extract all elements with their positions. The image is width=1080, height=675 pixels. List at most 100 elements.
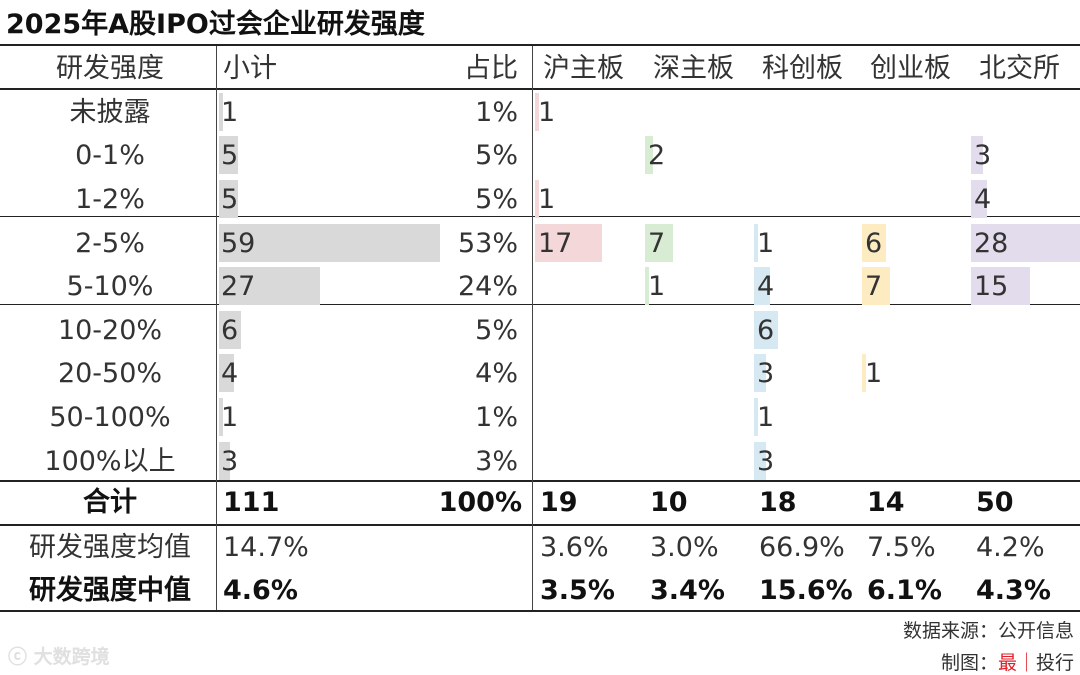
board-bar bbox=[754, 223, 758, 262]
rule-bottom bbox=[0, 610, 1080, 612]
rule-header-bottom bbox=[0, 88, 1080, 90]
subtotal-bar bbox=[219, 180, 238, 218]
subtotal-value: 5 bbox=[221, 140, 239, 172]
rule-total-bottom bbox=[0, 524, 1080, 526]
board-bar bbox=[645, 223, 673, 262]
row-label: 100%以上 bbox=[44, 445, 176, 477]
median-label: 研发强度中值 bbox=[29, 575, 191, 606]
board-bar bbox=[862, 354, 866, 393]
board-bar bbox=[535, 92, 539, 131]
total-board: 14 bbox=[867, 487, 905, 518]
board-value: 17 bbox=[538, 227, 573, 259]
board-bar bbox=[754, 441, 766, 480]
board-value: 1 bbox=[757, 402, 775, 433]
subtotal-value: 59 bbox=[221, 227, 256, 259]
board-bar bbox=[535, 180, 539, 218]
share-value: 1% bbox=[475, 96, 518, 128]
rule-total-top bbox=[0, 480, 1080, 482]
row-label: 未披露 bbox=[69, 96, 151, 128]
share-value: 5% bbox=[475, 140, 518, 172]
board-bar bbox=[754, 267, 770, 306]
row-label: 10-20% bbox=[57, 314, 163, 346]
subtotal-bar bbox=[219, 398, 223, 436]
share-value: 53% bbox=[457, 227, 518, 259]
watermark-logo: ⓒ 大数跨境 bbox=[8, 646, 110, 668]
mean-subtotal: 14.7% bbox=[223, 532, 309, 563]
share-value: 24% bbox=[457, 271, 518, 303]
row-label: 20-50% bbox=[57, 358, 163, 390]
board-bar bbox=[862, 267, 890, 306]
header-board-3: 创业板 bbox=[870, 53, 951, 84]
mean-board: 3.0% bbox=[650, 532, 719, 563]
board-value: 7 bbox=[648, 227, 666, 259]
board-value: 3 bbox=[974, 140, 992, 172]
board-bar bbox=[971, 267, 1030, 306]
board-value: 3 bbox=[757, 445, 775, 477]
mean-board: 66.9% bbox=[759, 532, 845, 563]
subtotal-value: 6 bbox=[221, 314, 239, 346]
board-value: 4 bbox=[757, 271, 775, 303]
median-board: 3.5% bbox=[540, 575, 615, 606]
board-value: 3 bbox=[757, 358, 775, 390]
credit-suffix: 投行 bbox=[1035, 652, 1074, 674]
watermark-text: 大数跨境 bbox=[33, 646, 110, 668]
header-board-4: 北交所 bbox=[979, 53, 1060, 84]
chart-credit: 制图：最｜投行 bbox=[941, 648, 1074, 675]
board-bar bbox=[971, 223, 1080, 262]
board-value: 15 bbox=[974, 271, 1009, 303]
board-value: 7 bbox=[865, 271, 883, 303]
row-label: 1-2% bbox=[75, 184, 145, 215]
row-label: 50-100% bbox=[49, 402, 171, 433]
median-board: 4.3% bbox=[976, 575, 1051, 606]
rule-group-1 bbox=[0, 216, 1080, 217]
subtotal-value: 4 bbox=[221, 358, 239, 390]
rule-header-top bbox=[0, 44, 1080, 46]
row-label: 2-5% bbox=[75, 227, 145, 259]
board-value: 6 bbox=[757, 314, 775, 346]
median-board: 15.6% bbox=[759, 575, 853, 606]
board-value: 1 bbox=[538, 184, 556, 215]
page-title: 2025年A股IPO过会企业研发强度 bbox=[6, 9, 425, 40]
column-divider-1 bbox=[216, 46, 217, 610]
median-board: 6.1% bbox=[867, 575, 942, 606]
board-bar bbox=[645, 136, 653, 175]
credit-accent: 最 bbox=[997, 652, 1017, 674]
subtotal-value: 27 bbox=[221, 271, 256, 303]
mean-label: 研发强度均值 bbox=[29, 532, 191, 563]
header-board-2: 科创板 bbox=[762, 53, 843, 84]
subtotal-bar bbox=[219, 441, 231, 480]
rule-group-2 bbox=[0, 304, 1080, 305]
row-label: 5-10% bbox=[66, 271, 154, 303]
header-board-0: 沪主板 bbox=[543, 53, 624, 84]
header-share: 占比 bbox=[464, 53, 518, 84]
median-subtotal: 4.6% bbox=[223, 575, 298, 606]
total-board: 18 bbox=[759, 487, 797, 518]
board-value: 6 bbox=[865, 227, 883, 259]
board-bar bbox=[754, 310, 778, 349]
subtotal-bar bbox=[219, 92, 223, 131]
credit-separator: ｜ bbox=[1016, 652, 1036, 674]
header-label: 研发强度 bbox=[56, 53, 164, 84]
subtotal-value: 1 bbox=[221, 402, 239, 433]
mean-board: 4.2% bbox=[976, 532, 1045, 563]
board-bar bbox=[535, 223, 602, 262]
board-value: 1 bbox=[865, 358, 883, 390]
row-label: 0-1% bbox=[75, 140, 145, 172]
subtotal-bar bbox=[219, 267, 321, 306]
mean-board: 7.5% bbox=[867, 532, 936, 563]
subtotal-value: 3 bbox=[221, 445, 239, 477]
board-value: 2 bbox=[648, 140, 666, 172]
board-value: 1 bbox=[648, 271, 666, 303]
total-board: 19 bbox=[540, 487, 578, 518]
board-value: 1 bbox=[757, 227, 775, 259]
board-bar bbox=[645, 267, 649, 306]
share-value: 5% bbox=[475, 314, 518, 346]
data-source: 数据来源：公开信息 bbox=[902, 620, 1074, 642]
board-bar bbox=[754, 354, 766, 393]
board-value: 1 bbox=[538, 96, 556, 128]
total-board: 50 bbox=[976, 487, 1014, 518]
subtotal-bar bbox=[219, 310, 242, 349]
board-bar bbox=[971, 136, 983, 175]
share-value: 4% bbox=[475, 358, 518, 390]
total-subtotal: 111 bbox=[223, 487, 280, 518]
